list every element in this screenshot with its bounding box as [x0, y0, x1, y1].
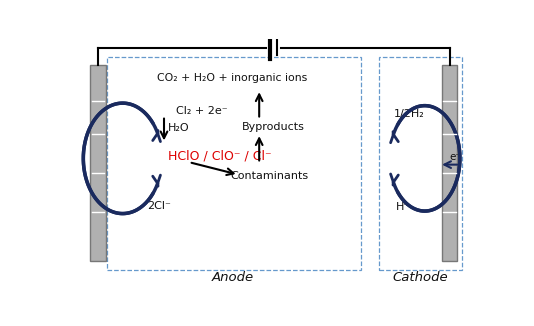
Bar: [90, 66, 106, 261]
Bar: [107, 57, 360, 270]
Text: Cathode: Cathode: [393, 271, 449, 284]
Text: HClO / ClO⁻ / Cl⁻: HClO / ClO⁻ / Cl⁻: [168, 149, 272, 162]
Text: Contaminants: Contaminants: [231, 171, 309, 181]
Text: Anode: Anode: [211, 271, 253, 284]
Text: 1/2H₂: 1/2H₂: [394, 110, 425, 119]
Text: Byproducts: Byproducts: [242, 122, 305, 132]
Text: 2Cl⁻: 2Cl⁻: [147, 201, 171, 211]
Text: H₂O: H₂O: [168, 123, 190, 133]
Text: Cl₂ + 2e⁻: Cl₂ + 2e⁻: [176, 106, 228, 116]
Text: CO₂ + H₂O + inorganic ions: CO₂ + H₂O + inorganic ions: [157, 73, 308, 83]
Bar: [442, 66, 458, 261]
Text: e⁻: e⁻: [450, 152, 462, 162]
Text: H⁺: H⁺: [396, 202, 410, 212]
Bar: [379, 57, 462, 270]
